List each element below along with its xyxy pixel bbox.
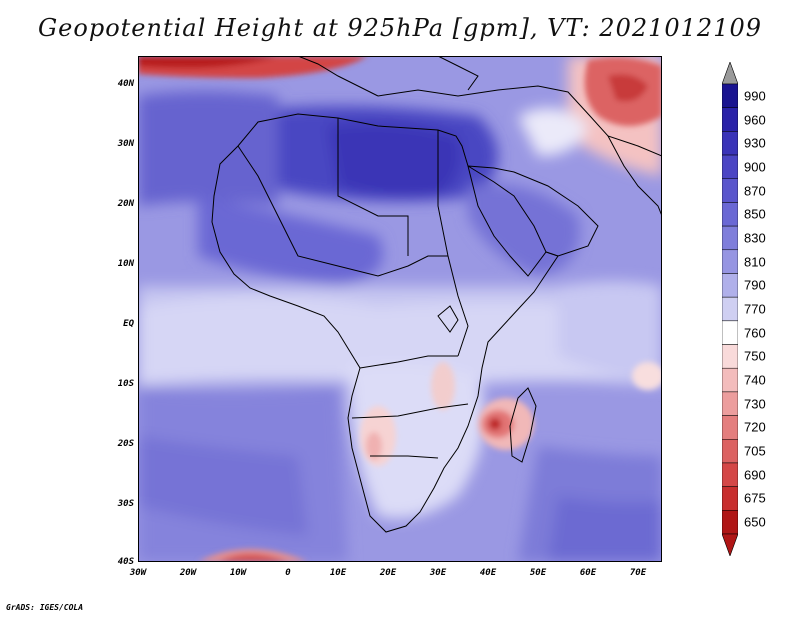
- colorbar-over-arrow: [722, 62, 738, 85]
- grads-credit: GrADS: IGES/COLA: [6, 603, 84, 612]
- colorbar-label: 810: [744, 254, 766, 270]
- lat-label-10n: 10N: [117, 259, 134, 269]
- lon-label-0: 0: [285, 568, 291, 578]
- colorbar-label: 960: [744, 112, 766, 128]
- lon-label-30w: 30W: [129, 568, 147, 578]
- colorbar-label: 675: [744, 490, 766, 506]
- lon-label-20e: 20E: [379, 568, 397, 578]
- colorbar-cell: [722, 439, 738, 464]
- lon-label-70e: 70E: [629, 568, 647, 578]
- colorbar-label: 650: [744, 514, 766, 530]
- colorbar-cell: [722, 202, 738, 227]
- colorbar-cell: [722, 178, 738, 203]
- colorbar-label: 690: [744, 467, 766, 483]
- colorbar-label: 790: [744, 277, 766, 293]
- lon-label-40e: 40E: [479, 568, 497, 578]
- colorbar-label: 730: [744, 396, 766, 412]
- lat-label-40s: 40S: [117, 557, 134, 567]
- colorbar-cell: [722, 249, 738, 274]
- colorbar-cell: [722, 296, 738, 322]
- map-frame: [138, 56, 662, 562]
- lat-label-eq: EQ: [123, 319, 134, 329]
- lat-label-40n: 40N: [117, 79, 134, 89]
- lat-label-30n: 30N: [117, 139, 134, 149]
- colorbar-cell: [722, 415, 738, 440]
- lat-label-10s: 10S: [117, 379, 134, 389]
- colorbar-cell: [722, 107, 738, 132]
- lon-label-50e: 50E: [529, 568, 547, 578]
- colorbar-cell: [722, 391, 738, 416]
- height-field-map: [138, 56, 662, 562]
- colorbar-cell: [722, 510, 738, 535]
- colorbar-cell: [722, 273, 738, 298]
- colorbar-label: 720: [744, 419, 766, 435]
- colorbar-cell: [722, 154, 738, 179]
- colorbar: [722, 62, 738, 556]
- lon-label-20w: 20W: [179, 568, 197, 578]
- colorbar-cell: [722, 83, 738, 108]
- colorbar-label: 750: [744, 348, 766, 364]
- lat-label-20n: 20N: [117, 199, 134, 209]
- colorbar-cell: [722, 486, 738, 511]
- colorbar-under-arrow: [722, 533, 738, 556]
- coastlines: [211, 56, 662, 533]
- colorbar-cell: [722, 462, 738, 487]
- lat-label-30s: 30S: [117, 499, 134, 509]
- colorbar-cell: [722, 225, 738, 251]
- map-panel: [138, 56, 662, 562]
- colorbar-cell: [722, 320, 738, 345]
- colorbar-label: 930: [744, 135, 766, 151]
- lon-label-10w: 10W: [229, 568, 247, 578]
- colorbar-label: 870: [744, 183, 766, 199]
- colorbar-label: 900: [744, 159, 766, 175]
- lon-label-60e: 60E: [579, 568, 597, 578]
- colorbar-label: 830: [744, 230, 766, 246]
- colorbar-cell: [722, 131, 738, 156]
- colorbar-cell: [722, 344, 738, 369]
- colorbar-label: 705: [744, 443, 766, 459]
- lat-label-20s: 20S: [117, 439, 134, 449]
- lon-label-30e: 30E: [429, 568, 447, 578]
- lon-label-10e: 10E: [329, 568, 347, 578]
- colorbar-label: 740: [744, 372, 766, 388]
- colorbar-label: 770: [744, 301, 766, 317]
- colorbar-label: 760: [744, 325, 766, 341]
- map-title: Geopotential Height at 925hPa [gpm], VT:…: [38, 14, 762, 42]
- colorbar-label: 990: [744, 88, 766, 104]
- colorbar-label: 850: [744, 206, 766, 222]
- colorbar-cell: [722, 367, 738, 393]
